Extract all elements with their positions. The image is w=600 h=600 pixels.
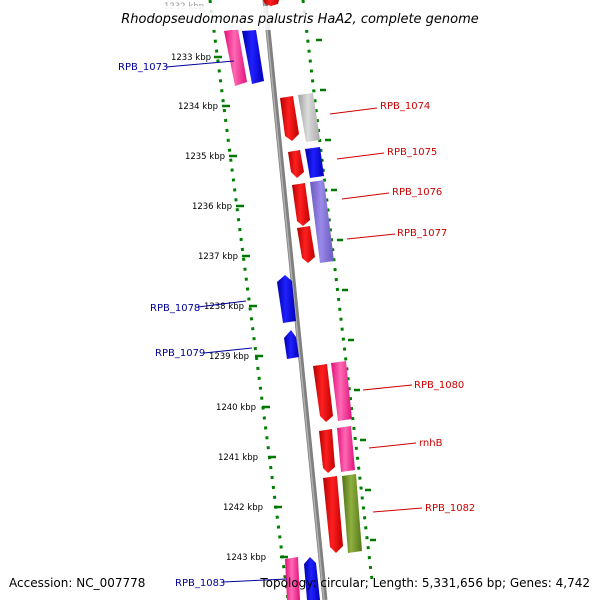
scale-tick-label: 1235 kbp (185, 152, 225, 162)
genome-backbone-highlight (263, 0, 325, 600)
leader-line (341, 192, 390, 200)
scale-tick-label: 1243 kbp (226, 553, 266, 563)
gene-label[interactable]: RPB_1075 (387, 147, 437, 158)
gene-feature-red-top[interactable] (263, 0, 279, 6)
gene-feature-gray[interactable] (298, 93, 320, 142)
scale-tick-label: 1241 kbp (218, 453, 258, 463)
gene-label[interactable]: RPB_1079 (155, 348, 205, 359)
gene-feature-pink[interactable] (331, 361, 352, 421)
dotted-guide-left (208, 0, 290, 600)
scale-tick-label: 1238 kbp (204, 302, 244, 312)
gene-feature-red-arrow[interactable] (323, 476, 343, 553)
leader-line (222, 578, 288, 583)
gene-feature-red-arrow[interactable] (319, 429, 335, 473)
gene-label[interactable]: rnhB (419, 438, 443, 449)
gene-feature-red-arrow[interactable] (280, 96, 299, 141)
accession-text: Accession: NC_007778 (9, 576, 145, 590)
dotted-guide-right (301, 0, 374, 581)
gene-label[interactable]: RPB_1078 (150, 303, 200, 314)
genome-backbone (262, 0, 328, 600)
gene-feature-blue[interactable] (242, 30, 264, 84)
leader-line (336, 152, 385, 160)
leader-line (165, 60, 235, 68)
gene-feature-blue-arrow[interactable] (284, 330, 299, 359)
gene-feature-pink[interactable] (285, 557, 300, 600)
gene-feature-pink[interactable] (224, 29, 247, 86)
leader-line (203, 347, 253, 354)
leader-line (329, 107, 378, 115)
scale-tick-label: 1236 kbp (192, 202, 232, 212)
gene-label[interactable]: RPB_1083 (175, 578, 225, 589)
leader-line (197, 300, 247, 308)
scale-tick-label: 1234 kbp (178, 102, 218, 112)
gene-feature-red-arrow[interactable] (292, 183, 310, 226)
gene-feature-red-arrow[interactable] (288, 150, 304, 178)
gene-feature-blue[interactable] (305, 147, 324, 178)
scale-tick-label: 1239 kbp (209, 352, 249, 362)
leader-line (368, 442, 417, 449)
genome-title: Rhodopseudomonas palustris HaA2, complet… (121, 12, 479, 27)
leader-line (372, 507, 423, 513)
gene-label[interactable]: RPB_1077 (397, 228, 447, 239)
scale-ticks (214, 38, 376, 559)
gene-feature-olive[interactable] (342, 474, 362, 553)
gene-feature-purple[interactable] (310, 180, 334, 263)
gene-label[interactable]: RPB_1074 (380, 101, 430, 112)
scale-tick-label: 1237 kbp (198, 252, 238, 262)
gene-label[interactable]: RPB_1073 (118, 62, 168, 73)
gene-feature-blue-arrow[interactable] (277, 275, 296, 323)
scale-tick-label: 1242 kbp (223, 503, 263, 513)
title-backdrop (108, 6, 494, 30)
leader-line (346, 233, 396, 240)
scale-tick-label: 1240 kbp (216, 403, 256, 413)
leader-line (362, 384, 413, 391)
genome-summary-text: Topology: circular; Length: 5,331,656 bp… (259, 576, 590, 590)
gene-feature-pink[interactable] (337, 426, 355, 472)
gene-feature-red-arrow[interactable] (313, 364, 333, 422)
gene-label[interactable]: RPB_1076 (392, 187, 442, 198)
gene-label[interactable]: RPB_1080 (414, 380, 464, 391)
scale-tick-label: 1233 kbp (171, 53, 211, 63)
gene-feature-red-arrow[interactable] (297, 226, 315, 263)
gene-feature-blue-arrow[interactable] (304, 557, 320, 600)
gene-label[interactable]: RPB_1082 (425, 503, 475, 514)
